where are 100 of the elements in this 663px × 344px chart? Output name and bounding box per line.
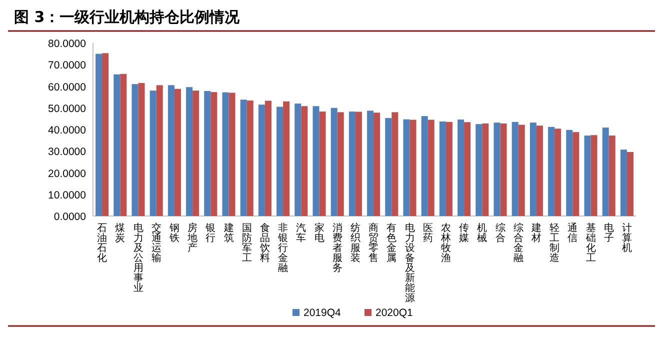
x-tick-label: 电力及公用事业: [133, 222, 144, 294]
x-tick-label: 计算机: [622, 222, 632, 254]
x-tick-label: 建筑: [222, 222, 234, 244]
x-tick-label: 电力设备及新能源: [404, 222, 415, 304]
bar: [518, 124, 525, 216]
bar: [294, 104, 302, 216]
bar: [566, 130, 573, 216]
x-tick-label: 银行: [204, 223, 216, 244]
bar: [608, 136, 616, 216]
bar: [620, 150, 627, 216]
bar: [168, 85, 174, 216]
bar: [590, 135, 598, 216]
x-tick-label: 交通运输: [151, 222, 162, 264]
bar: [548, 126, 555, 216]
x-tick-label: 综合金融: [513, 222, 524, 264]
bar: [276, 106, 284, 216]
y-tick-label: 40.0000: [48, 124, 86, 136]
bar: [355, 112, 362, 216]
bar: [464, 122, 471, 216]
x-tick-label: 医药: [422, 223, 433, 244]
x-tick-label: 钢铁: [168, 223, 180, 244]
y-tick-label: 0.0000: [54, 211, 86, 223]
legend-label: 2019Q4: [304, 307, 342, 319]
x-tick-label: 农林牧渔: [440, 223, 451, 264]
y-tick-label: 30.0000: [48, 146, 86, 158]
bar: [114, 74, 120, 216]
bar: [584, 136, 591, 216]
y-tick-label: 50.0000: [48, 102, 86, 115]
x-tick-label: 家电: [314, 222, 324, 244]
bar: [150, 90, 156, 216]
x-tick-label: 消费者服务: [332, 222, 342, 274]
x-tick-label: 轻工制造: [550, 222, 560, 264]
x-tick-label: 建材: [530, 222, 542, 244]
bar: [392, 112, 398, 216]
bar: [102, 53, 109, 216]
bar: [312, 106, 320, 216]
bar: [512, 122, 518, 216]
bar: [403, 119, 410, 216]
bar: [337, 112, 344, 216]
bar: [174, 88, 181, 216]
x-tick-label: 传媒: [459, 223, 470, 244]
y-tick-label: 70.0000: [48, 60, 86, 72]
x-tick-label: 机械: [477, 222, 488, 244]
bar: [482, 123, 489, 216]
legend-label: 2020Q1: [376, 307, 414, 319]
x-tick-label: 食品饮料: [258, 222, 270, 264]
x-tick-label: 国防军工: [242, 223, 252, 264]
bar: [348, 112, 356, 216]
y-tick-label: 10.0000: [48, 189, 86, 202]
bar: [410, 120, 416, 216]
y-tick-label: 20.0000: [48, 168, 86, 180]
x-tick-label: 石油石化: [97, 223, 108, 264]
y-tick-label: 80.0000: [48, 38, 86, 50]
bar: [132, 84, 138, 216]
bar: [156, 85, 163, 216]
chart-title: 图 3：一级行业机构持仓比例情况: [14, 8, 241, 26]
bar: [120, 74, 127, 216]
bar: [385, 118, 392, 216]
x-tick-label: 汽车: [296, 222, 306, 244]
bar: [246, 100, 254, 216]
bar: [228, 92, 236, 216]
bar: [283, 101, 290, 216]
x-tick-label: 纺织服装: [350, 222, 360, 264]
x-tick-label: 有色金属: [386, 222, 397, 264]
bar: [192, 90, 200, 216]
x-tick-label: 综合: [495, 222, 506, 244]
bar: [186, 87, 193, 216]
bar: [421, 116, 428, 216]
bar: [374, 112, 380, 216]
bar: [319, 112, 326, 216]
bar: [330, 108, 338, 216]
bar: [96, 54, 102, 216]
bar: [264, 100, 272, 216]
bar: [500, 123, 507, 216]
x-tick-label: 基础化工: [584, 222, 596, 264]
bar: [210, 92, 218, 216]
bar: [428, 120, 434, 216]
bar: [494, 122, 500, 216]
x-tick-label: 煤炭: [115, 222, 126, 244]
bar: [138, 83, 145, 216]
bar: [626, 152, 634, 216]
bar: [476, 124, 482, 216]
bar: [530, 122, 536, 216]
x-tick-label: 非银行金融: [277, 222, 288, 274]
bar: [367, 110, 374, 216]
bar: [240, 100, 247, 216]
bar: [439, 122, 446, 216]
bar: [446, 122, 452, 216]
bar: [204, 91, 211, 216]
x-tick-label: 房地产: [186, 222, 198, 254]
bar: [554, 128, 562, 216]
x-tick-label: 通信: [568, 222, 578, 244]
bar: [602, 128, 609, 216]
bar: [458, 120, 464, 216]
y-tick-label: 60.0000: [48, 81, 86, 94]
x-tick-label: 商贸零售: [368, 222, 379, 264]
bar: [222, 92, 229, 216]
bar: [301, 106, 308, 216]
bar: [536, 126, 543, 216]
bar: [258, 104, 265, 216]
